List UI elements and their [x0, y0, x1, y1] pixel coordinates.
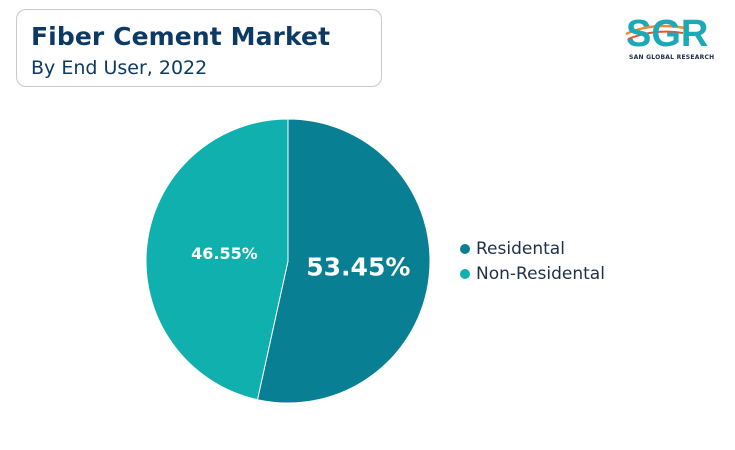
chart-legend: Residental Non-Residental [460, 236, 605, 286]
pie-data-label-non-residental: 46.55% [191, 244, 258, 263]
logo-tagline: SAN GLOBAL RESEARCH [629, 54, 715, 61]
pie-slice-residental [256, 118, 431, 404]
legend-swatch [460, 268, 470, 279]
legend-item: Non-Residental [460, 261, 605, 286]
legend-label: Residental [476, 238, 565, 259]
chart-title: Fiber Cement Market [31, 22, 331, 51]
sgr-logo-mark: SGR [625, 13, 708, 50]
chart-subtitle: By End User, 2022 [31, 57, 208, 79]
legend-item: Residental [460, 236, 605, 261]
title-card: Fiber Cement Market By End User, 2022 [16, 9, 382, 87]
sgr-logo: SGR SAN GLOBAL RESEARCH [623, 12, 723, 62]
pie-data-label-residental: 53.45% [306, 253, 410, 282]
legend-label: Non-Residental [476, 263, 605, 284]
logo-text: SGR [626, 13, 708, 50]
pie-slice-non-residental [145, 118, 289, 401]
legend-swatch [460, 243, 470, 254]
